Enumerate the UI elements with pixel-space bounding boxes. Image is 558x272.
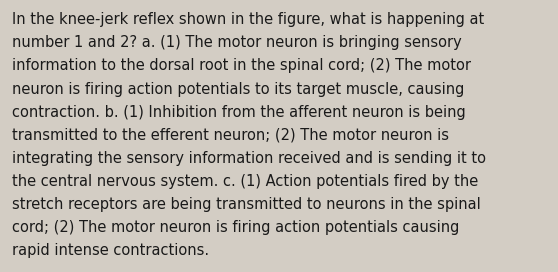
Text: contraction. b. (1) Inhibition from the afferent neuron is being: contraction. b. (1) Inhibition from the …: [12, 105, 466, 120]
Text: neuron is firing action potentials to its target muscle, causing: neuron is firing action potentials to it…: [12, 82, 465, 97]
Text: stretch receptors are being transmitted to neurons in the spinal: stretch receptors are being transmitted …: [12, 197, 481, 212]
Text: integrating the sensory information received and is sending it to: integrating the sensory information rece…: [12, 151, 486, 166]
Text: cord; (2) The motor neuron is firing action potentials causing: cord; (2) The motor neuron is firing act…: [12, 220, 460, 235]
Text: In the knee-jerk reflex shown in the figure, what is happening at: In the knee-jerk reflex shown in the fig…: [12, 12, 484, 27]
Text: rapid intense contractions.: rapid intense contractions.: [12, 243, 209, 258]
Text: number 1 and 2? a. (1) The motor neuron is bringing sensory: number 1 and 2? a. (1) The motor neuron …: [12, 35, 462, 50]
Text: transmitted to the efferent neuron; (2) The motor neuron is: transmitted to the efferent neuron; (2) …: [12, 128, 449, 143]
Text: the central nervous system. c. (1) Action potentials fired by the: the central nervous system. c. (1) Actio…: [12, 174, 479, 189]
Text: information to the dorsal root in the spinal cord; (2) The motor: information to the dorsal root in the sp…: [12, 58, 472, 73]
